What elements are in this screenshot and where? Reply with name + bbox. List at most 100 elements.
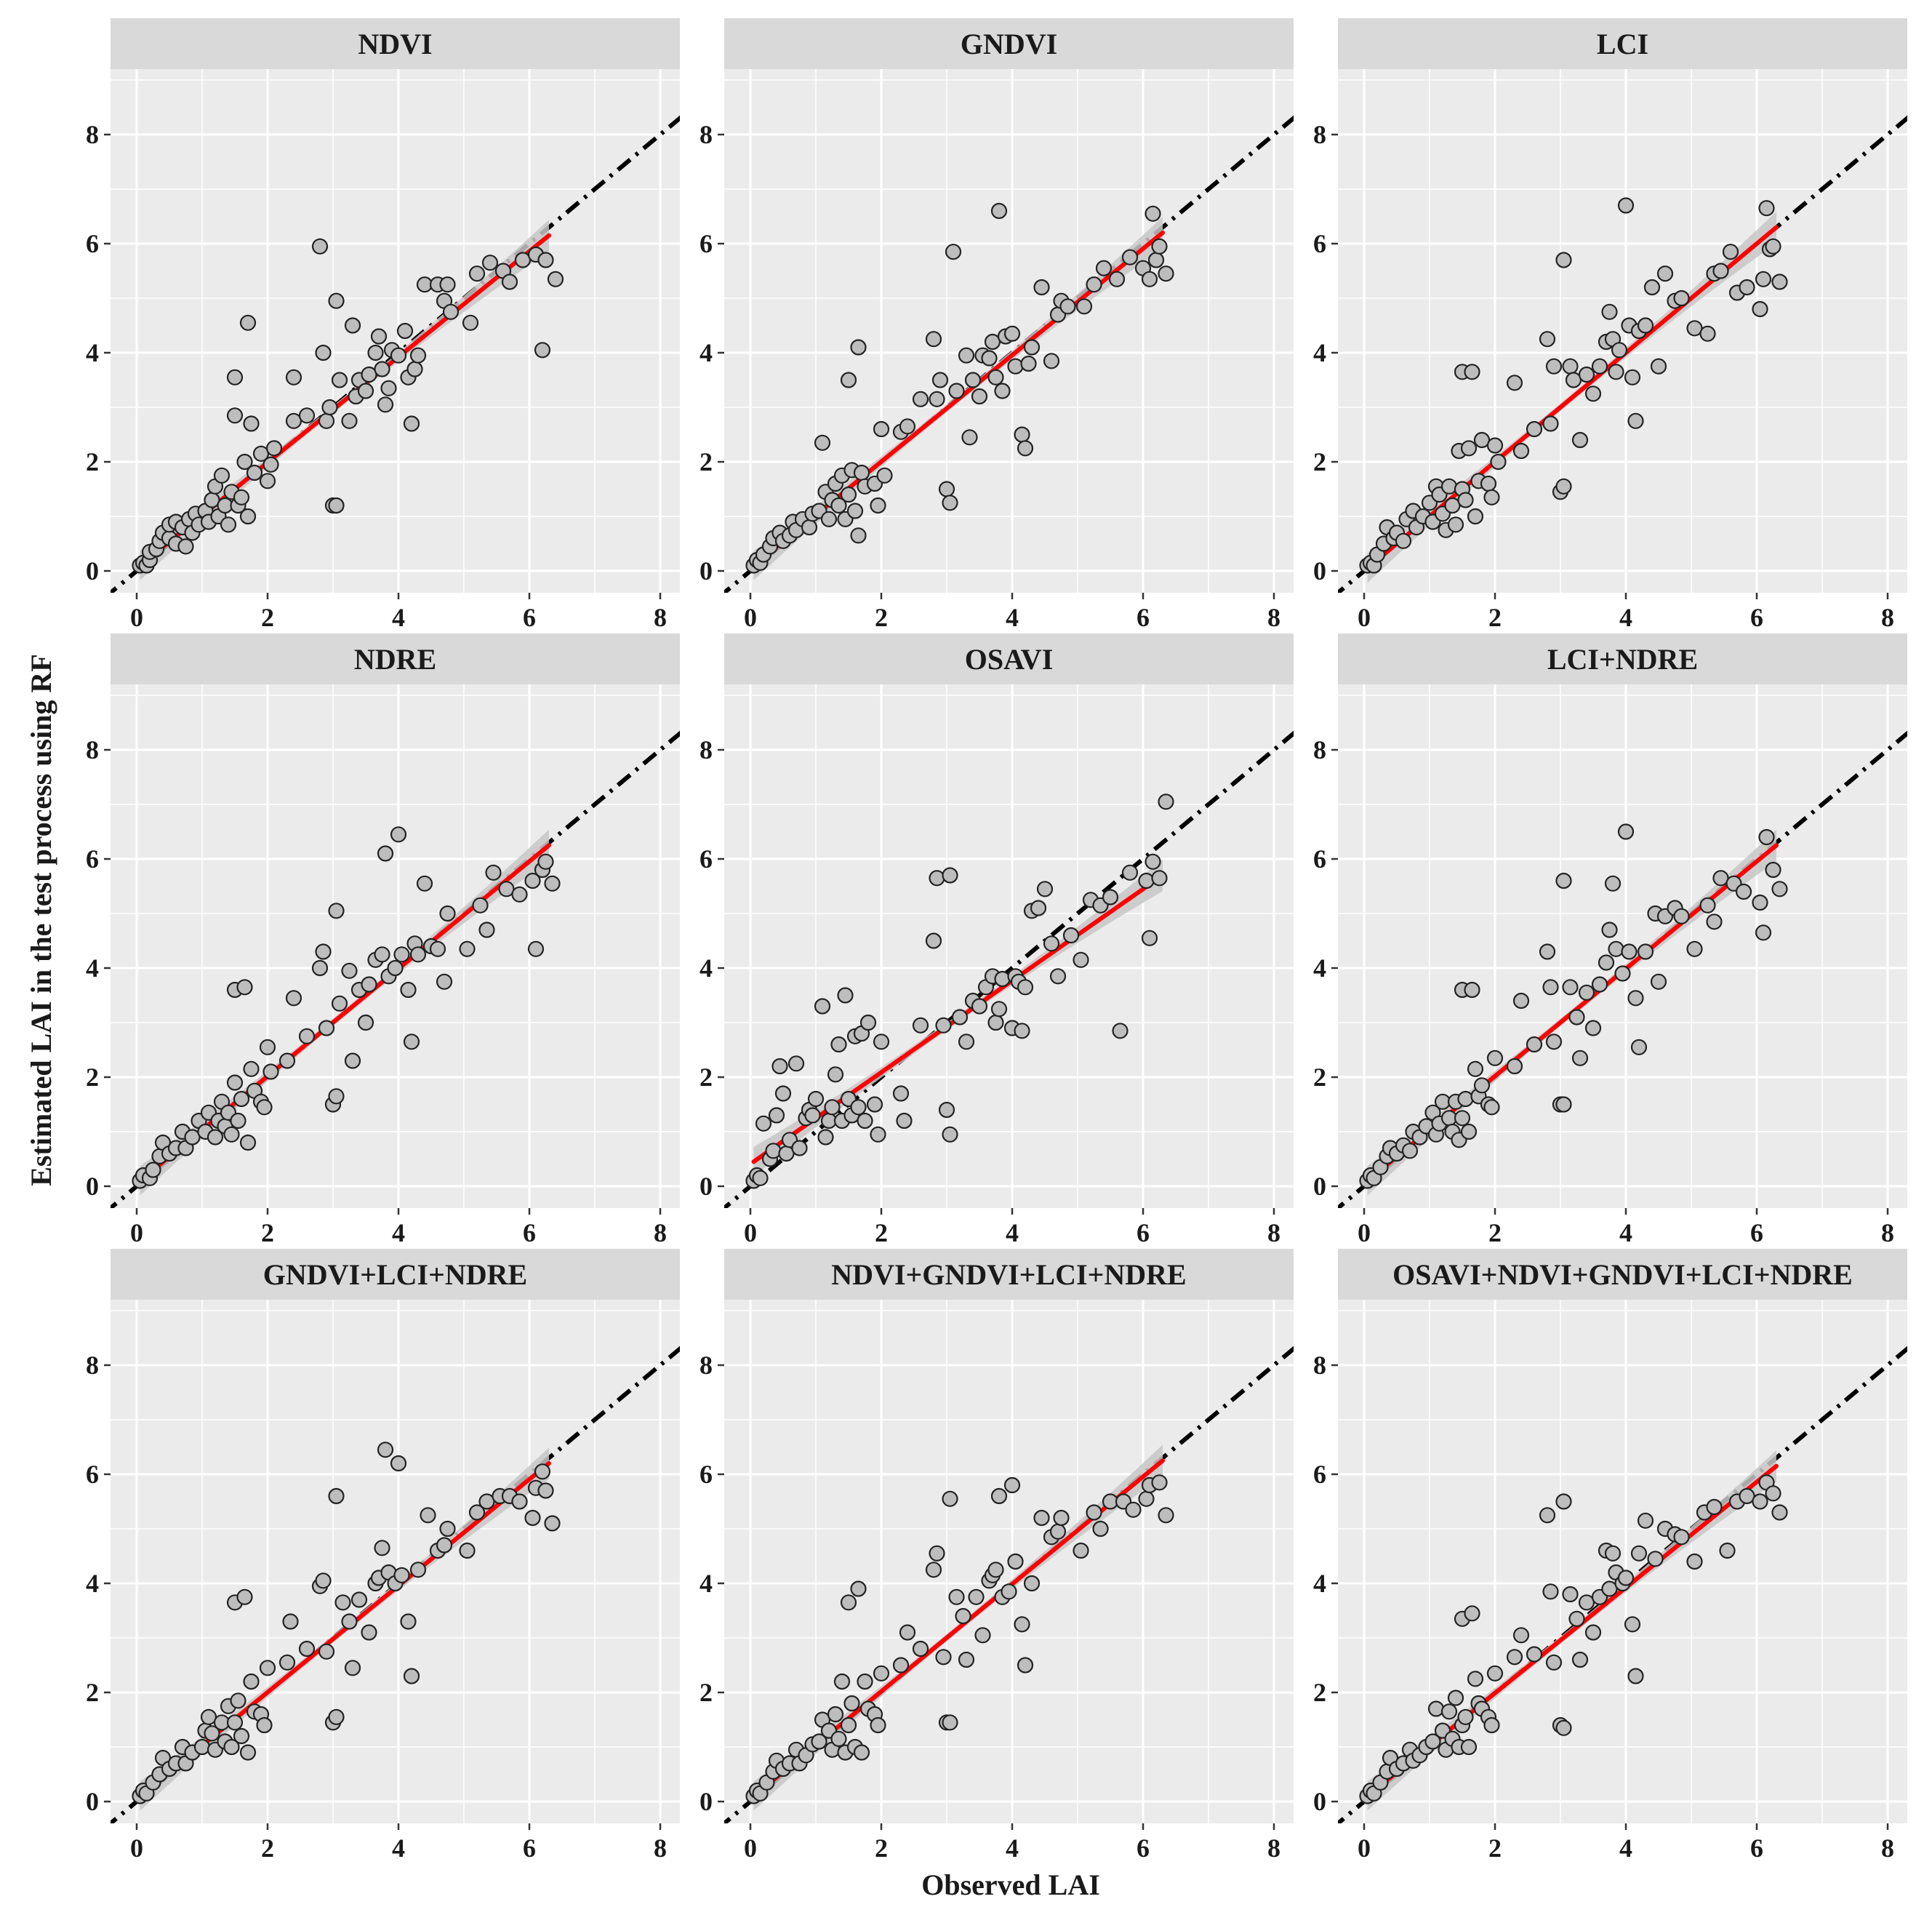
data-point	[1145, 205, 1161, 222]
data-point	[393, 1567, 410, 1583]
data-point	[1578, 984, 1595, 1001]
data-point	[436, 973, 453, 990]
y-tick-label: 4	[700, 338, 713, 367]
x-tick-label: 4	[392, 603, 405, 632]
data-point	[1007, 1553, 1024, 1570]
data-point	[285, 369, 302, 385]
data-point	[912, 1017, 929, 1034]
y-tick-label: 8	[1313, 120, 1326, 149]
data-point	[311, 959, 329, 977]
data-point	[298, 1028, 316, 1044]
data-point	[344, 1660, 361, 1676]
data-point	[328, 1487, 345, 1505]
x-tick-label: 6	[523, 1834, 536, 1863]
data-point	[1158, 265, 1174, 282]
data-point	[409, 946, 427, 963]
data-point	[442, 303, 460, 320]
data-point	[1030, 900, 1047, 916]
data-point	[1001, 1583, 1017, 1600]
data-point	[1526, 1036, 1543, 1053]
x-tick-label: 0	[1358, 1834, 1371, 1863]
data-point	[958, 1034, 975, 1050]
data-point	[361, 976, 377, 993]
panel-4: NDRE 0 2 4 6 8 0 2 4 6 8	[86, 633, 680, 1247]
data-point	[390, 347, 407, 364]
x-tick-label: 4	[1006, 603, 1019, 632]
data-point	[1604, 1545, 1622, 1562]
data-point	[534, 1463, 551, 1480]
data-point	[1017, 440, 1034, 457]
data-point	[367, 344, 384, 361]
data-point	[1562, 979, 1579, 996]
data-point	[239, 508, 257, 525]
data-point	[204, 1725, 220, 1742]
data-point	[1752, 1493, 1768, 1510]
panel-plot-area	[724, 69, 1294, 593]
y-tick-label: 6	[1313, 844, 1326, 873]
data-point	[948, 383, 965, 399]
data-point	[377, 1442, 394, 1458]
x-tick-label: 0	[130, 603, 143, 632]
data-point	[321, 399, 338, 416]
data-point	[481, 255, 499, 271]
data-point	[942, 1126, 958, 1143]
x-tick-label: 8	[1881, 1218, 1894, 1247]
data-point	[896, 1112, 913, 1130]
data-point	[1591, 976, 1608, 993]
data-point	[1706, 1498, 1723, 1516]
data-point	[236, 979, 253, 996]
data-point	[1490, 453, 1507, 471]
data-point	[259, 473, 276, 489]
data-point	[931, 372, 949, 388]
data-point	[929, 391, 945, 407]
data-point	[1601, 303, 1618, 320]
data-point	[1555, 478, 1572, 495]
x-tick-label: 2	[875, 1218, 888, 1247]
data-point	[1151, 238, 1168, 255]
panel-plot-area	[724, 684, 1294, 1208]
data-point	[318, 412, 335, 429]
data-point	[994, 970, 1011, 988]
data-point	[1686, 1553, 1703, 1570]
panel-title: OSAVI+NDVI+GNDVI+LCI+NDRE	[1392, 1258, 1853, 1291]
y-tick-label: 8	[86, 1351, 99, 1380]
data-point	[1457, 1090, 1474, 1108]
panel-strip	[111, 633, 680, 684]
data-point	[1467, 508, 1484, 525]
data-point	[1457, 1708, 1474, 1725]
data-point	[1545, 358, 1563, 375]
y-tick-label: 0	[86, 1172, 99, 1201]
x-tick-label: 4	[1006, 1834, 1019, 1863]
y-tick-label: 8	[700, 120, 713, 149]
x-tick-label: 8	[654, 1218, 667, 1247]
y-tick-label: 0	[86, 556, 99, 585]
panel-title: NDRE	[354, 643, 436, 676]
data-point	[328, 497, 345, 514]
data-point	[537, 252, 554, 268]
data-point	[1486, 437, 1504, 454]
data-point	[243, 415, 260, 432]
data-point	[1765, 861, 1781, 879]
data-point	[226, 407, 244, 424]
data-point	[328, 1088, 345, 1105]
data-point	[315, 943, 332, 960]
data-point	[853, 464, 870, 481]
data-point	[1542, 1583, 1559, 1600]
data-point	[1033, 1509, 1050, 1527]
x-tick-label: 2	[1488, 603, 1502, 632]
data-point	[1460, 1738, 1478, 1756]
data-point	[1562, 1586, 1579, 1603]
data-point	[1506, 1649, 1523, 1666]
y-tick-label: 0	[700, 1787, 713, 1816]
data-point	[1043, 935, 1060, 952]
data-point	[833, 1673, 851, 1690]
data-point	[1624, 1616, 1641, 1633]
y-tick-label: 2	[1313, 447, 1326, 476]
data-point	[334, 1594, 351, 1611]
data-point	[814, 434, 831, 451]
data-point	[1460, 1123, 1478, 1140]
data-point	[409, 347, 427, 364]
data-point	[1464, 981, 1480, 999]
data-point	[787, 1055, 805, 1072]
panel-plot-area	[1338, 684, 1907, 1208]
